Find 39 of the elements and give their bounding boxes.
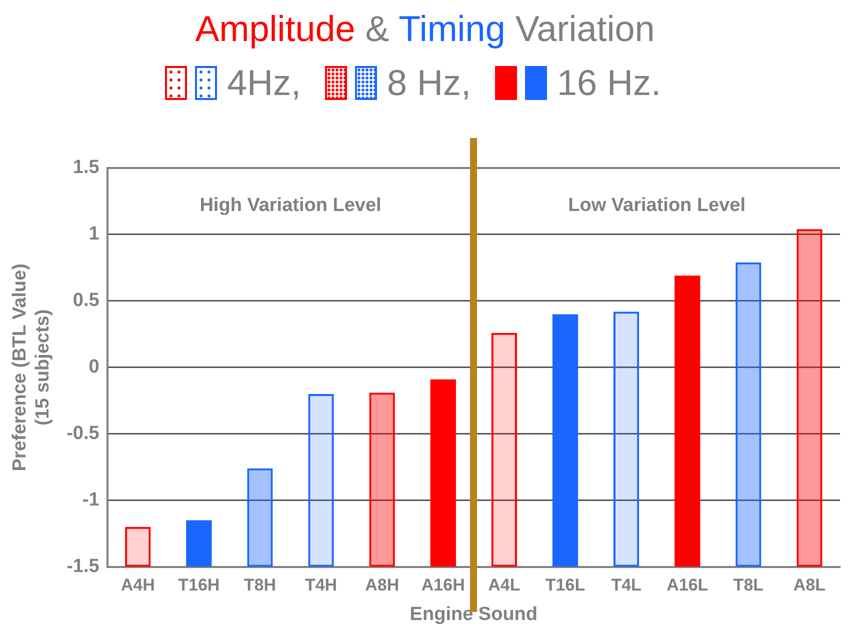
- chart-title: Amplitude & Timing Variation: [195, 8, 655, 49]
- bar: [430, 379, 456, 567]
- x-tick-label: A16L: [666, 576, 708, 595]
- annotation: High Variation Level: [200, 195, 382, 216]
- bar: [369, 392, 395, 567]
- x-tick-label: T16L: [545, 576, 586, 595]
- x-tick-label: T8L: [733, 576, 764, 595]
- y-tick-label: 1: [88, 224, 100, 245]
- x-tick-label: T4L: [611, 576, 642, 595]
- bar: [308, 394, 334, 567]
- y-axis-title: Preference (BTL Value) (15 subjects): [10, 264, 54, 472]
- y-tick-label: -0.5: [66, 423, 100, 444]
- bar: [186, 520, 212, 567]
- x-tick-label: T4H: [304, 576, 338, 595]
- legend-label: 16 Hz.: [557, 62, 662, 104]
- x-tick-label: A8L: [793, 576, 826, 595]
- x-tick-label: T8H: [244, 576, 276, 595]
- y-tick-label: -1.5: [66, 556, 100, 578]
- x-tick-label: T16H: [178, 576, 220, 595]
- bar: [125, 526, 151, 567]
- x-tick-label: A16H: [421, 576, 465, 595]
- bar: [613, 312, 640, 567]
- annotation: Low Variation Level: [568, 195, 746, 216]
- bar: [736, 262, 762, 567]
- y-tick-label: 0.5: [72, 290, 100, 312]
- bar: [796, 229, 822, 567]
- x-tick-label: A8H: [365, 576, 400, 595]
- y-tick-label: 1.5: [72, 157, 100, 178]
- legend-label: 8 Hz,: [386, 62, 471, 104]
- x-axis-title: Engine Sound: [410, 604, 538, 625]
- bar: [674, 276, 700, 567]
- bar: [552, 314, 578, 567]
- x-tick-label: A4H: [120, 576, 155, 595]
- bar: [247, 468, 273, 567]
- x-tick-label: A4L: [488, 576, 520, 595]
- y-tick-label: 0: [88, 356, 100, 378]
- legend-label: 4Hz,: [226, 62, 301, 104]
- y-tick-label: -1: [82, 490, 100, 511]
- bar: [491, 332, 518, 567]
